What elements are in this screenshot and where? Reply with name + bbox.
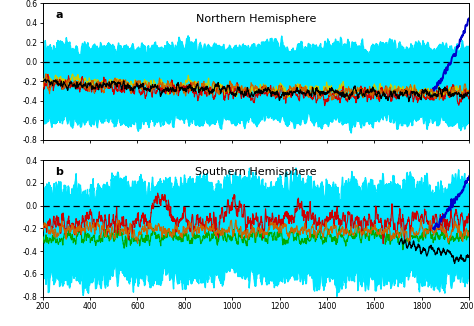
Text: Southern Hemisphere: Southern Hemisphere — [195, 167, 317, 177]
Text: Northern Hemisphere: Northern Hemisphere — [196, 14, 316, 24]
Text: a: a — [55, 10, 63, 20]
Text: b: b — [55, 167, 64, 177]
